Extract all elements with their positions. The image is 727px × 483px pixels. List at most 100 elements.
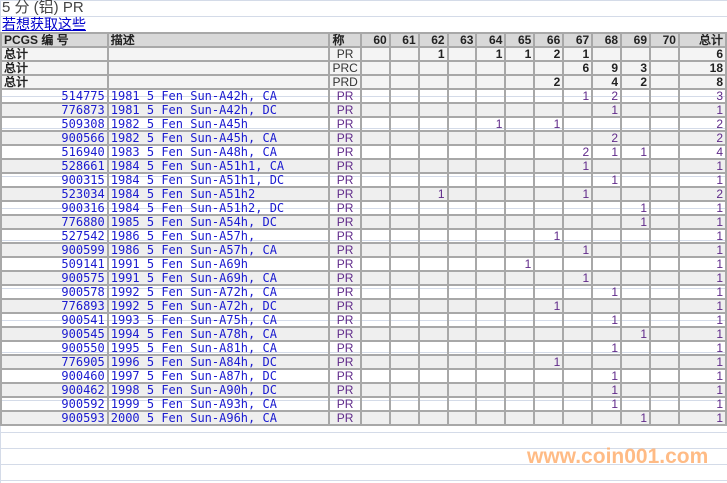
count-cell	[446, 130, 478, 146]
count-cell	[504, 340, 536, 356]
pcgs-code-link[interactable]: 900592	[0, 396, 109, 412]
count-cell	[504, 242, 536, 258]
table-row: 900541 1993 5 Fen Sun-A75h, CA PR 1 1	[0, 312, 727, 328]
count-cell	[446, 214, 478, 230]
count-cell	[446, 368, 478, 384]
count-cell	[446, 116, 478, 132]
pcgs-code-link[interactable]: 900593	[0, 410, 109, 426]
total-label: 总计	[0, 60, 109, 76]
count-cell	[446, 60, 478, 76]
count-cell	[533, 284, 565, 300]
description-link[interactable]: 1991 5 Fen Sun-A69h, CA	[106, 270, 331, 286]
description-link[interactable]: 1981 5 Fen Sun-A42h, DC	[106, 102, 331, 118]
count-cell	[562, 298, 594, 314]
count-cell	[359, 270, 391, 286]
pcgs-code-link[interactable]: 900599	[0, 242, 109, 258]
description-link[interactable]: 1982 5 Fen Sun-A45h, CA	[106, 130, 331, 146]
count-cell	[562, 200, 594, 216]
description-link[interactable]: 1985 5 Fen Sun-A54h, DC	[106, 214, 331, 230]
pcgs-code-link[interactable]: 900462	[0, 382, 109, 398]
pcgs-code-link[interactable]: 776905	[0, 354, 109, 370]
total-cell: 1	[677, 368, 727, 384]
count-cell	[475, 326, 507, 342]
description-link[interactable]: 2000 5 Fen Sun-A96h, CA	[106, 410, 331, 426]
grade-cell: PR	[328, 326, 362, 342]
pcgs-code-link[interactable]: 514775	[0, 88, 109, 104]
description-link[interactable]: 1998 5 Fen Sun-A90h, DC	[106, 382, 331, 398]
pcgs-code-link[interactable]: 776873	[0, 102, 109, 118]
description-link[interactable]: 1984 5 Fen Sun-A51h2	[106, 186, 331, 202]
description-link[interactable]: 1991 5 Fen Sun-A69h	[106, 256, 331, 272]
description-link[interactable]: 1982 5 Fen Sun-A45h	[106, 116, 331, 132]
description-link[interactable]: 1986 5 Fen Sun-A57h,	[106, 228, 331, 244]
pcgs-code-link[interactable]: 900578	[0, 284, 109, 300]
description-link[interactable]: 1995 5 Fen Sun-A81h, CA	[106, 340, 331, 356]
count-cell	[649, 270, 680, 286]
grade-cell: PR	[328, 102, 362, 118]
pcgs-code-link[interactable]: 509308	[0, 116, 109, 132]
pcgs-code-link[interactable]: 900550	[0, 340, 109, 356]
grade-cell: PRD	[328, 74, 362, 90]
count-cell	[475, 228, 507, 244]
pcgs-code-link[interactable]: 527542	[0, 228, 109, 244]
count-cell	[446, 396, 478, 412]
count-cell: 1	[562, 186, 594, 202]
count-cell: 1	[620, 144, 652, 160]
count-cell	[475, 200, 507, 216]
description-link[interactable]: 1986 5 Fen Sun-A57h, CA	[106, 242, 331, 258]
pcgs-code-link[interactable]: 900575	[0, 270, 109, 286]
description-link[interactable]: 1984 5 Fen Sun-A51h1, DC	[106, 172, 331, 188]
description-link[interactable]: 1992 5 Fen Sun-A72h, DC	[106, 298, 331, 314]
count-cell	[359, 158, 391, 174]
count-cell	[388, 46, 420, 62]
description-link[interactable]: 1993 5 Fen Sun-A75h, CA	[106, 312, 331, 328]
pcgs-code-link[interactable]: 509141	[0, 256, 109, 272]
pcgs-code-link[interactable]: 900316	[0, 200, 109, 216]
count-cell	[417, 270, 449, 286]
header-desc: 描述	[106, 32, 331, 48]
count-cell	[388, 312, 420, 328]
count-cell	[417, 410, 449, 426]
pcgs-code-link[interactable]: 900541	[0, 312, 109, 328]
description-link[interactable]: 1997 5 Fen Sun-A87h, DC	[106, 368, 331, 384]
description-link[interactable]: 1992 5 Fen Sun-A72h, CA	[106, 284, 331, 300]
pcgs-code-link[interactable]: 900566	[0, 130, 109, 146]
description-link[interactable]: 1984 5 Fen Sun-A51h2, DC	[106, 200, 331, 216]
count-cell: 1	[591, 284, 623, 300]
count-cell	[533, 382, 565, 398]
count-cell	[504, 326, 536, 342]
count-cell	[649, 396, 680, 412]
count-cell	[533, 312, 565, 328]
count-cell	[504, 354, 536, 370]
count-cell: 3	[620, 60, 652, 76]
grade-cell: PR	[328, 298, 362, 314]
pcgs-code-link[interactable]: 776880	[0, 214, 109, 230]
table-row: 900566 1982 5 Fen Sun-A45h, CA PR 2 2	[0, 130, 727, 146]
pcgs-code-link[interactable]: 516940	[0, 144, 109, 160]
count-cell: 1	[533, 228, 565, 244]
description-link[interactable]: 1983 5 Fen Sun-A48h, CA	[106, 144, 331, 160]
pcgs-code-link[interactable]: 900460	[0, 368, 109, 384]
acquire-link[interactable]: 若想获取这些	[2, 16, 86, 32]
count-cell	[388, 326, 420, 342]
header-total: 总计	[677, 32, 727, 48]
count-cell: 1	[591, 172, 623, 188]
pcgs-code-link[interactable]: 900315	[0, 172, 109, 188]
pcgs-code-link[interactable]: 900545	[0, 326, 109, 342]
description-link[interactable]: 1996 5 Fen Sun-A84h, DC	[106, 354, 331, 370]
count-cell	[649, 102, 680, 118]
count-cell	[475, 88, 507, 104]
description-link[interactable]: 1984 5 Fen Sun-A51h1, CA	[106, 158, 331, 174]
description-link[interactable]: 1999 5 Fen Sun-A93h, CA	[106, 396, 331, 412]
count-cell: 4	[591, 74, 623, 90]
count-cell	[388, 74, 420, 90]
table-row: 514775 1981 5 Fen Sun-A42h, CA PR 1 2 3	[0, 88, 727, 104]
description-link[interactable]: 1981 5 Fen Sun-A42h, CA	[106, 88, 331, 104]
pcgs-code-link[interactable]: 523034	[0, 186, 109, 202]
total-cell: 2	[677, 130, 727, 146]
pcgs-code-link[interactable]: 776893	[0, 298, 109, 314]
table-row: 509308 1982 5 Fen Sun-A45h PR 1 1 2	[0, 116, 727, 132]
description-link[interactable]: 1994 5 Fen Sun-A78h, CA	[106, 326, 331, 342]
pcgs-code-link[interactable]: 528661	[0, 158, 109, 174]
count-cell	[562, 410, 594, 426]
